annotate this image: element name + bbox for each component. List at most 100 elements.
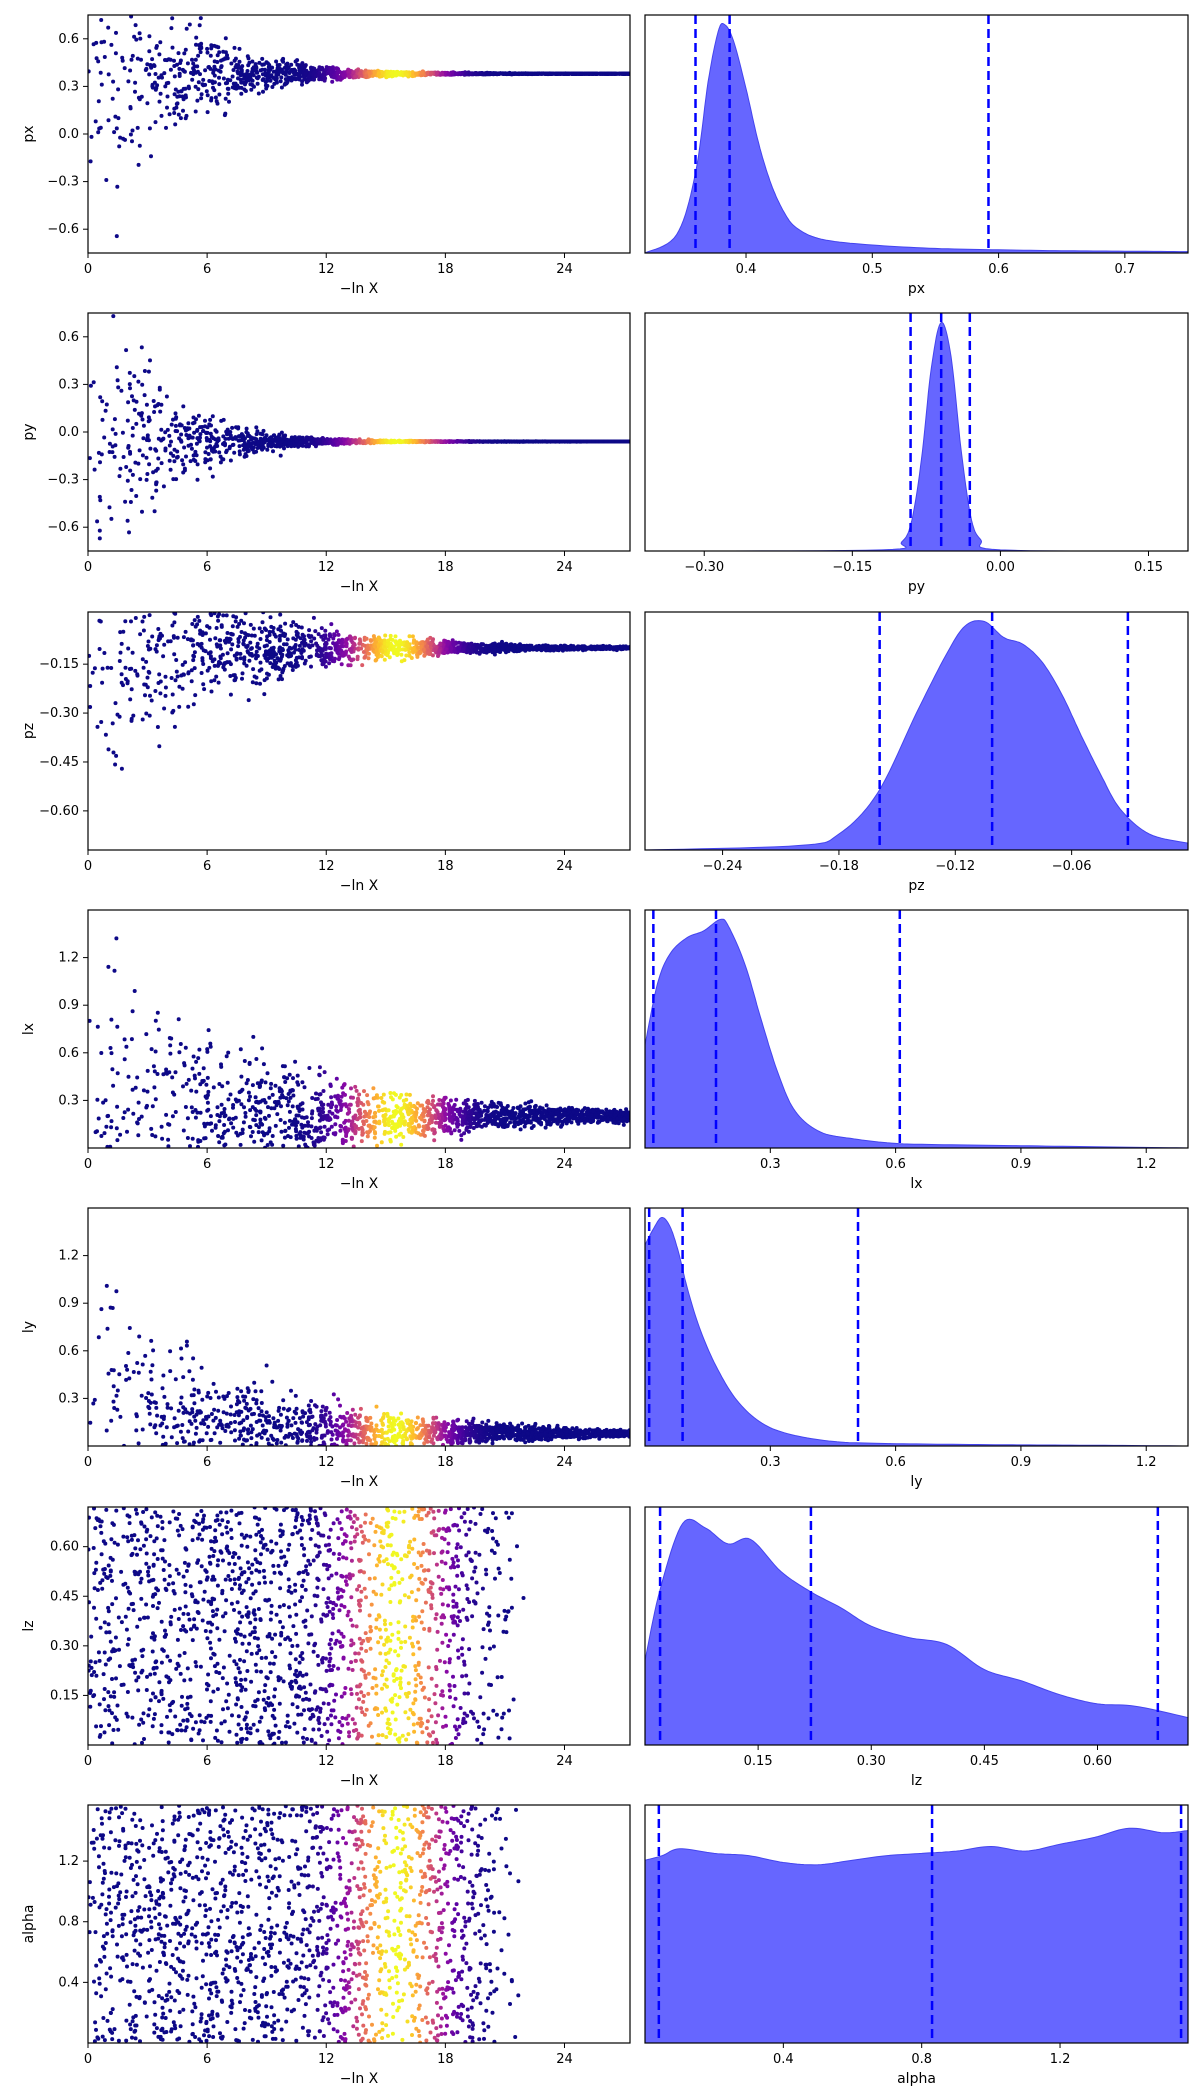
sample-point: [249, 87, 254, 92]
sample-point: [129, 687, 134, 692]
x-tick-label: 12: [318, 262, 335, 277]
sample-point: [163, 693, 168, 698]
sample-point: [295, 58, 300, 63]
sample-point: [114, 365, 119, 370]
sample-point: [98, 498, 103, 503]
sample-point: [137, 143, 142, 148]
sample-point: [186, 84, 191, 89]
sample-point: [317, 438, 322, 443]
sample-point: [252, 450, 257, 455]
sample-point: [437, 648, 442, 653]
sample-point: [421, 647, 426, 652]
sample-point: [173, 678, 178, 683]
sample-point: [245, 69, 250, 73]
sample-point: [113, 443, 118, 448]
sample-point: [221, 442, 225, 446]
sample-point: [190, 57, 194, 62]
sample-point: [284, 642, 289, 647]
sample-point: [241, 76, 246, 81]
sample-point: [214, 626, 219, 630]
sample-point: [124, 465, 129, 469]
y-tick-label: 0.6: [58, 330, 79, 345]
sample-point: [172, 620, 177, 625]
sample-point: [159, 402, 164, 407]
sample-point: [206, 452, 211, 456]
sample-point: [270, 438, 275, 442]
sample-point: [224, 429, 229, 434]
sample-point: [106, 25, 111, 30]
sample-point: [114, 126, 119, 131]
sample-point: [196, 87, 201, 92]
sample-point: [141, 665, 146, 670]
sample-point: [147, 713, 152, 718]
sample-point: [376, 635, 381, 640]
sample-point: [227, 431, 232, 436]
sample-point: [176, 112, 181, 117]
sample-point: [242, 441, 247, 446]
sample-point: [134, 494, 139, 498]
sample-point: [242, 655, 247, 660]
sample-point: [424, 439, 429, 444]
sample-point: [111, 79, 116, 84]
sample-point: [279, 85, 284, 90]
sample-point: [261, 77, 266, 82]
sample-point: [481, 439, 486, 444]
sample-point: [238, 651, 243, 656]
sample-point: [223, 56, 228, 61]
sample-point: [130, 650, 135, 655]
sample-point: [360, 440, 365, 445]
sample-point: [228, 458, 233, 463]
sample-point: [165, 427, 170, 432]
sample-point: [88, 705, 93, 709]
sample-point: [386, 638, 390, 643]
sample-point: [254, 656, 258, 661]
sample-point: [157, 52, 162, 57]
sample-point: [159, 73, 164, 78]
sample-point: [262, 626, 267, 631]
sample-point: [222, 638, 227, 643]
sample-point: [197, 43, 201, 48]
sample-point: [240, 434, 244, 439]
sample-point: [92, 666, 97, 671]
sample-point: [240, 676, 244, 681]
sample-point: [144, 711, 149, 716]
sample-point: [255, 429, 260, 434]
sample-point: [201, 83, 206, 88]
sample-point: [142, 614, 147, 619]
sample-point: [268, 661, 273, 666]
sample-point: [246, 633, 251, 638]
sample-point: [324, 65, 329, 70]
sample-point: [290, 668, 295, 672]
sample-point: [223, 36, 228, 41]
sample-point: [216, 680, 221, 685]
sample-point: [98, 460, 102, 465]
sample-point: [367, 71, 372, 76]
sample-point: [203, 418, 207, 423]
sample-point: [583, 71, 587, 76]
sample-point: [521, 439, 526, 444]
sample-point: [419, 70, 424, 75]
sample-point: [218, 638, 223, 643]
sample-point: [99, 720, 104, 724]
sample-point: [155, 83, 160, 88]
sample-point: [288, 69, 293, 74]
sample-point: [237, 59, 242, 64]
sample-point: [428, 635, 433, 640]
sample-point: [433, 439, 438, 444]
sample-point: [158, 91, 163, 96]
sample-point: [222, 667, 227, 672]
sample-point: [580, 439, 585, 444]
sample-point: [402, 658, 407, 663]
sample-point: [113, 431, 118, 436]
sample-point: [475, 643, 480, 648]
sample-point: [128, 132, 133, 137]
sample-point: [201, 429, 206, 433]
sample-point: [112, 417, 117, 422]
sample-point: [277, 63, 282, 67]
sample-point: [267, 629, 272, 634]
x-axis-label: −ln X: [340, 579, 379, 595]
sample-point: [168, 451, 173, 456]
sample-point: [563, 439, 568, 444]
sample-point: [414, 71, 418, 76]
sample-point: [174, 669, 179, 674]
